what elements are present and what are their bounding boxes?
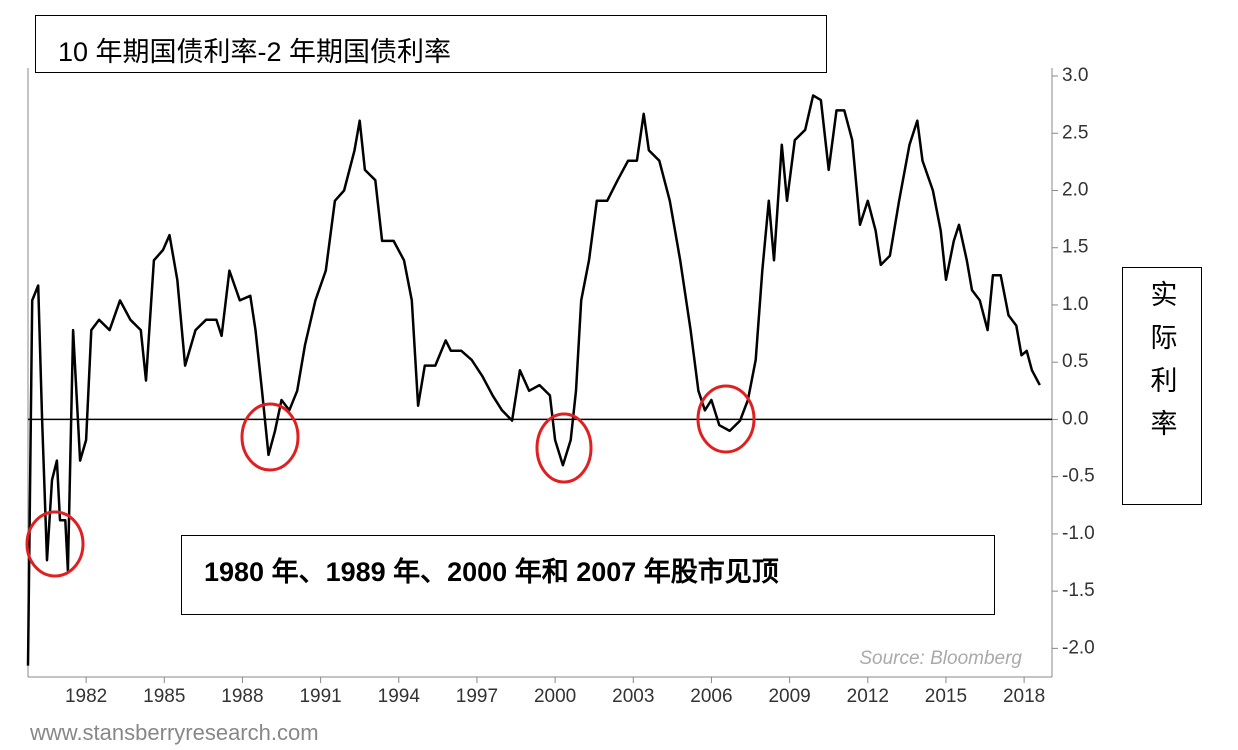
y-tick-label: 0.0 <box>1062 408 1088 429</box>
y-axis-label: 实际利率 <box>1122 267 1202 505</box>
y-tick-label: -1.5 <box>1062 580 1095 601</box>
y-tick-label: 3.0 <box>1062 65 1088 86</box>
source: Source: Bloomberg <box>859 648 1022 669</box>
y-tick-label: -0.5 <box>1062 466 1095 487</box>
x-tick-label: 2006 <box>690 686 732 707</box>
x-tick-label: 2015 <box>925 686 967 707</box>
x-tick-label: 1994 <box>378 686 421 707</box>
x-tick-label: 2003 <box>612 686 654 707</box>
highlight-circles <box>25 384 756 578</box>
y-tick-label: 1.0 <box>1062 294 1088 315</box>
y-tick-label: -1.0 <box>1062 523 1095 544</box>
footer: www.stansberryresearch.com <box>29 720 319 745</box>
circle <box>25 510 85 578</box>
x-tick-label: 1991 <box>299 686 341 707</box>
x-tick-label: 2012 <box>847 686 889 707</box>
y-tick-label: 1.5 <box>1062 237 1088 258</box>
x-tick-label: 1997 <box>456 686 498 707</box>
x-tick-label: 2009 <box>768 686 810 707</box>
annotation: 1980 年、1989 年、2000 年和 2007 年股市见顶 <box>181 535 995 615</box>
y-tick-label: -2.0 <box>1062 637 1095 658</box>
data-line <box>26 94 1041 666</box>
y-tick-label: 0.5 <box>1062 351 1088 372</box>
y-tick-label: 2.0 <box>1062 180 1088 201</box>
x-tick-label: 2000 <box>534 686 576 707</box>
x-tick-label: 1982 <box>65 686 107 707</box>
x-tick-label: 1985 <box>143 686 185 707</box>
circle <box>535 412 593 484</box>
chart-title: 10 年期国债利率-2 年期国债利率 <box>35 15 827 73</box>
circle <box>696 384 756 454</box>
x-tick-label: 1988 <box>221 686 263 707</box>
x-tick-label: 2018 <box>1003 686 1045 707</box>
y-tick-label: 2.5 <box>1062 122 1088 143</box>
circle <box>240 402 300 472</box>
